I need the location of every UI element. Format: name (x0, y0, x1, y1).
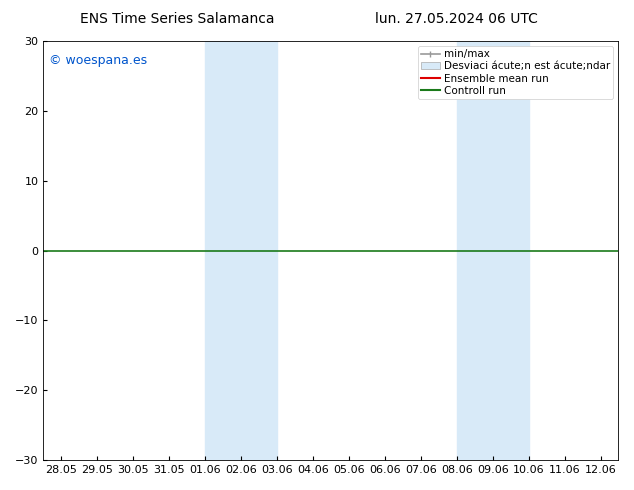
Legend: min/max, Desviaci ácute;n est ácute;ndar, Ensemble mean run, Controll run: min/max, Desviaci ácute;n est ácute;ndar… (418, 46, 613, 99)
Text: © woespana.es: © woespana.es (49, 53, 147, 67)
Bar (456, 41, 529, 460)
Text: ENS Time Series Salamanca: ENS Time Series Salamanca (81, 12, 275, 26)
Bar (205, 41, 277, 460)
Text: lun. 27.05.2024 06 UTC: lun. 27.05.2024 06 UTC (375, 12, 538, 26)
